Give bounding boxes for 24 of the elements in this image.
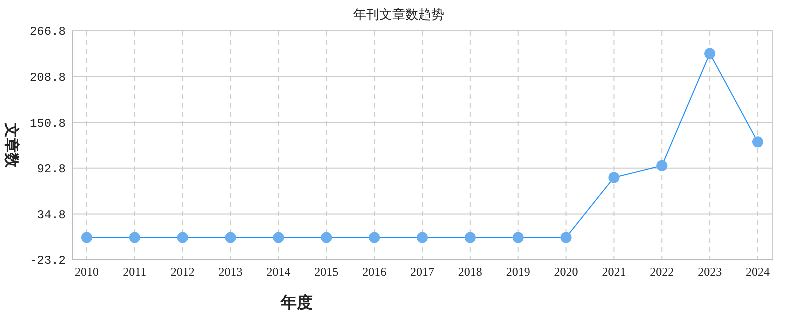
x-tick-label: 2023 — [698, 265, 722, 279]
x-tick-label: 2018 — [458, 265, 482, 279]
y-axis-title: 文章数 — [3, 122, 21, 169]
y-tick-label: 92.8 — [37, 162, 66, 177]
x-tick-label: 2016 — [362, 265, 387, 279]
x-tick-label: 2015 — [314, 265, 339, 279]
x-tick-label: 2019 — [506, 265, 530, 279]
x-tick-label: 2012 — [170, 265, 195, 279]
y-tick-label: 208.8 — [30, 71, 66, 85]
y-tick-label: 150.8 — [30, 116, 66, 131]
chart-title: 年刊文章数趋势 — [354, 7, 444, 22]
x-tick-label: 2017 — [410, 265, 434, 279]
x-tick-label: 2013 — [218, 265, 243, 279]
x-axis-title: 年度 — [280, 293, 313, 312]
y-tick-label: 266.8 — [30, 25, 66, 40]
x-tick-label: 2020 — [554, 265, 578, 279]
x-tick-label: 2014 — [266, 265, 291, 279]
y-tick-label: 34.8 — [37, 208, 66, 222]
x-tick-label: 2011 — [123, 265, 147, 279]
y-tick-label: -23.2 — [30, 254, 66, 268]
x-tick-label: 2022 — [650, 265, 674, 279]
x-tick-label: 2010 — [75, 265, 99, 279]
x-tick-label: 2024 — [746, 265, 770, 279]
x-tick-label: 2021 — [602, 265, 626, 279]
